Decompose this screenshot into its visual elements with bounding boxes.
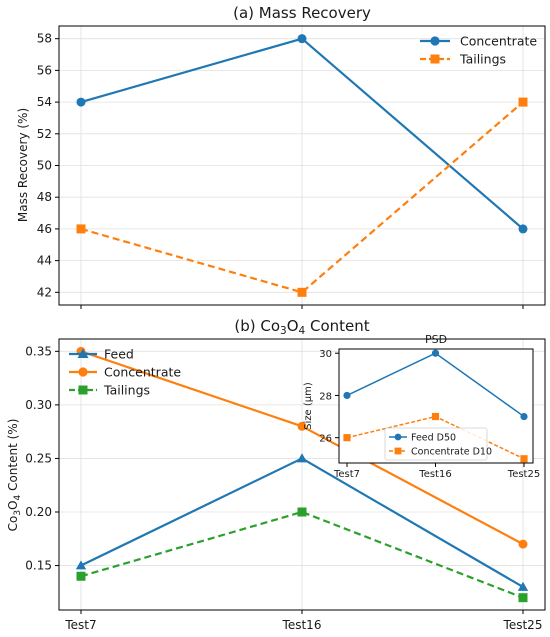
- panel-a: (a) Mass Recovery 42 44 46 48 50 52 54 56 58 Mas…: [16, 4, 546, 309]
- y-tick-label: 0.25: [25, 451, 52, 465]
- y-tick-label: 52: [37, 127, 52, 141]
- y-tick-label: 26: [319, 434, 332, 445]
- y-tick-label: 30: [319, 349, 332, 360]
- data-point-tailings: [76, 224, 86, 234]
- panel-b-title: (b) Co3O4 Content: [234, 317, 369, 337]
- panel-a-series: [76, 34, 528, 297]
- series-feed-d50: [343, 349, 528, 421]
- legend-label-feed-d50: Feed D50: [411, 433, 456, 444]
- inset-series: [343, 349, 528, 463]
- y-tick-label: 54: [37, 95, 52, 109]
- x-tick-label: Test25: [503, 618, 543, 632]
- inset-y-ticks: 26 28 30: [319, 349, 339, 445]
- legend-marker-square: [78, 385, 88, 395]
- panel-b: (b) Co3O4 Content 0.15 0.20 0.25 0.30 0.35 T…: [6, 317, 546, 632]
- y-tick-label: 0.15: [25, 559, 52, 573]
- data-point-feed-d50: [343, 391, 351, 400]
- y-tick-label: 44: [37, 254, 52, 268]
- series-tailings: [76, 97, 528, 297]
- y-tick-label: 46: [37, 222, 52, 236]
- inset-x-ticks: Test7 Test16 Test25: [333, 463, 540, 480]
- y-tick-label: 0.30: [25, 398, 52, 412]
- legend-label-concentrate-d10: Concentrate D10: [411, 447, 492, 458]
- data-point-concentrate: [76, 97, 86, 107]
- panel-b-series: [75, 346, 529, 603]
- data-point-concentrate: [518, 539, 528, 549]
- data-point-feed-d50: [520, 412, 528, 421]
- legend-marker-triangle: [77, 348, 89, 358]
- panel-b-x-ticks: Test7 Test16 Test25: [64, 610, 542, 632]
- data-point-feed: [75, 560, 87, 570]
- data-point-tailings: [297, 507, 307, 517]
- panel-b-y-label: Co3O4 Content (%): [6, 419, 23, 532]
- panel-b-y-ticks: 0.15 0.20 0.25 0.30 0.35: [25, 344, 59, 573]
- data-point-feed: [517, 581, 529, 591]
- data-point-tailings: [518, 97, 528, 107]
- inset-frame: [338, 348, 534, 464]
- legend-label-tailings: Tailings: [459, 52, 506, 67]
- series-line-tailings: [80, 101, 524, 294]
- panel-a-frame: [58, 25, 546, 306]
- panel-a-y-ticks: 42 44 46 48 50 52 54 56 58: [37, 32, 59, 299]
- inset-psd: PSD 26 28 30 Test7 Test16 Test25 Size (μm) F…: [303, 333, 540, 480]
- legend-label-feed: Feed: [104, 347, 134, 362]
- data-point-concentrate: [297, 34, 307, 44]
- y-tick-label: 28: [319, 391, 332, 402]
- legend-marker-circle: [78, 367, 88, 377]
- legend-item-tailings-b: Tailings: [69, 383, 150, 398]
- data-point-concentrate-d10: [343, 434, 351, 442]
- series-feed: [75, 453, 529, 591]
- panel-b-frame: [58, 338, 546, 611]
- y-tick-label: 56: [37, 63, 52, 77]
- inset-legend-box: [384, 427, 488, 461]
- data-point-concentrate: [518, 224, 528, 234]
- legend-marker-circle: [430, 36, 440, 46]
- panel-a-y-label: Mass Recovery (%): [16, 108, 30, 222]
- data-point-tailings: [297, 287, 307, 297]
- x-tick-label: Test16: [418, 469, 451, 480]
- inset-y-label: Size (μm): [303, 382, 314, 430]
- y-tick-label: 0.35: [25, 344, 52, 358]
- series-concentrate-d10: [343, 412, 528, 463]
- legend-marker-square: [430, 54, 440, 64]
- data-point-concentrate: [297, 421, 307, 431]
- data-point-tailings: [518, 593, 528, 603]
- x-tick-label: Test7: [333, 469, 360, 480]
- panel-a-title: (a) Mass Recovery: [233, 4, 371, 22]
- inset-title: PSD: [425, 333, 447, 346]
- panel-a-x-ticks: [80, 305, 524, 309]
- x-tick-label: Test7: [64, 618, 96, 632]
- data-point-tailings: [76, 571, 86, 581]
- x-tick-label: Test16: [282, 618, 322, 632]
- data-point-concentrate-d10: [520, 455, 528, 463]
- legend-item-tailings: Tailings: [420, 52, 506, 67]
- y-tick-label: 0.20: [25, 505, 52, 519]
- series-tailings: [76, 507, 528, 603]
- legend-item-concentrate: Concentrate: [420, 34, 537, 49]
- legend-item-concentrate-b: Concentrate: [69, 365, 181, 380]
- panel-a-legend: Concentrate Tailings: [420, 34, 537, 67]
- data-point-concentrate-d10: [431, 412, 440, 421]
- legend-item-feed: Feed: [69, 347, 134, 362]
- data-point-feed: [296, 453, 308, 463]
- y-tick-label: 50: [37, 159, 52, 173]
- legend-marker-square: [394, 447, 402, 455]
- inset-legend: Feed D50 Concentrate D10: [384, 427, 492, 461]
- y-tick-label: 48: [37, 190, 52, 204]
- legend-label-tailings-b: Tailings: [103, 383, 150, 398]
- panel-b-legend: Feed Concentrate Tailings: [69, 347, 181, 398]
- y-tick-label: 58: [37, 32, 52, 46]
- series-line-tailings: [80, 510, 524, 599]
- legend-label-concentrate: Concentrate: [460, 34, 537, 49]
- legend-label-concentrate-b: Concentrate: [104, 365, 181, 380]
- x-tick-label: Test25: [507, 469, 540, 480]
- legend-marker-circle: [394, 433, 402, 441]
- y-tick-label: 42: [37, 285, 52, 299]
- data-point-feed-d50: [431, 349, 440, 357]
